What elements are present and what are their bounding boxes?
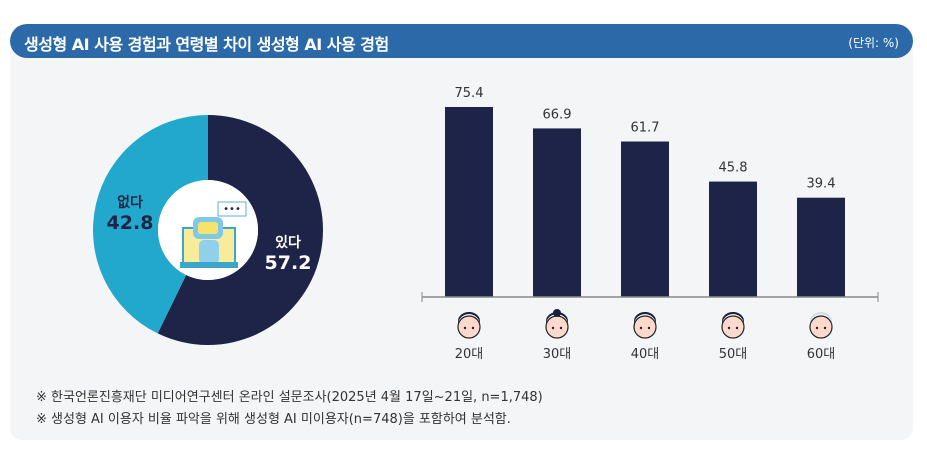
bar-60대: [797, 197, 845, 297]
bar-chart: 75.4 20대 66.9 30대 61.7 40대 45.8 50대 39.4 60대: [445, 86, 845, 362]
donut-chart: [93, 115, 324, 346]
face-20s-icon: [457, 312, 481, 339]
x-tick-label: 50대: [719, 347, 748, 362]
x-tick-label: 60대: [807, 347, 836, 362]
bar-value-label: 66.9: [543, 107, 572, 122]
face-30s-icon: [545, 309, 569, 339]
bar-value-label: 45.8: [719, 161, 748, 176]
donut-slice-1: [93, 115, 208, 334]
bar-30대: [533, 128, 581, 297]
bar-value-label: 61.7: [631, 121, 660, 136]
header-bar: 생성형 AI 사용 경험과 연령별 차이 생성형 AI 사용 경험 (단위: %…: [10, 24, 913, 58]
donut-slice-0: [157, 115, 324, 346]
face-60s-icon: [809, 312, 833, 339]
slice-label-no: 없다 42.8: [106, 195, 154, 234]
slice-label-yes: 있다 57.2: [264, 235, 312, 274]
x-tick-label: 20대: [455, 347, 484, 362]
face-40s-icon: [633, 312, 657, 339]
bar-50대: [709, 181, 757, 297]
face-50s-icon: [721, 312, 745, 339]
svg-text:•••: •••: [223, 204, 241, 215]
footnote-note: ※ 생성형 AI 이용자 비율 파악을 위해 생성형 AI 미이용자(n=748…: [36, 412, 511, 427]
footnote-source: ※ 한국언론진흥재단 미디어연구센터 온라인 설문조사(2025년 4월 17일…: [36, 390, 543, 405]
bar-value-label: 39.4: [807, 177, 836, 192]
bar-20대: [445, 106, 493, 297]
bar-40대: [621, 141, 669, 297]
x-tick-label: 30대: [543, 347, 572, 362]
bar-value-label: 75.4: [455, 86, 484, 101]
robot-icon: •••: [158, 180, 258, 280]
chart-title: 생성형 AI 사용 경험과 연령별 차이 생성형 AI 사용 경험: [24, 35, 389, 54]
x-tick-label: 40대: [631, 347, 660, 362]
unit-label: (단위: %): [848, 36, 899, 50]
